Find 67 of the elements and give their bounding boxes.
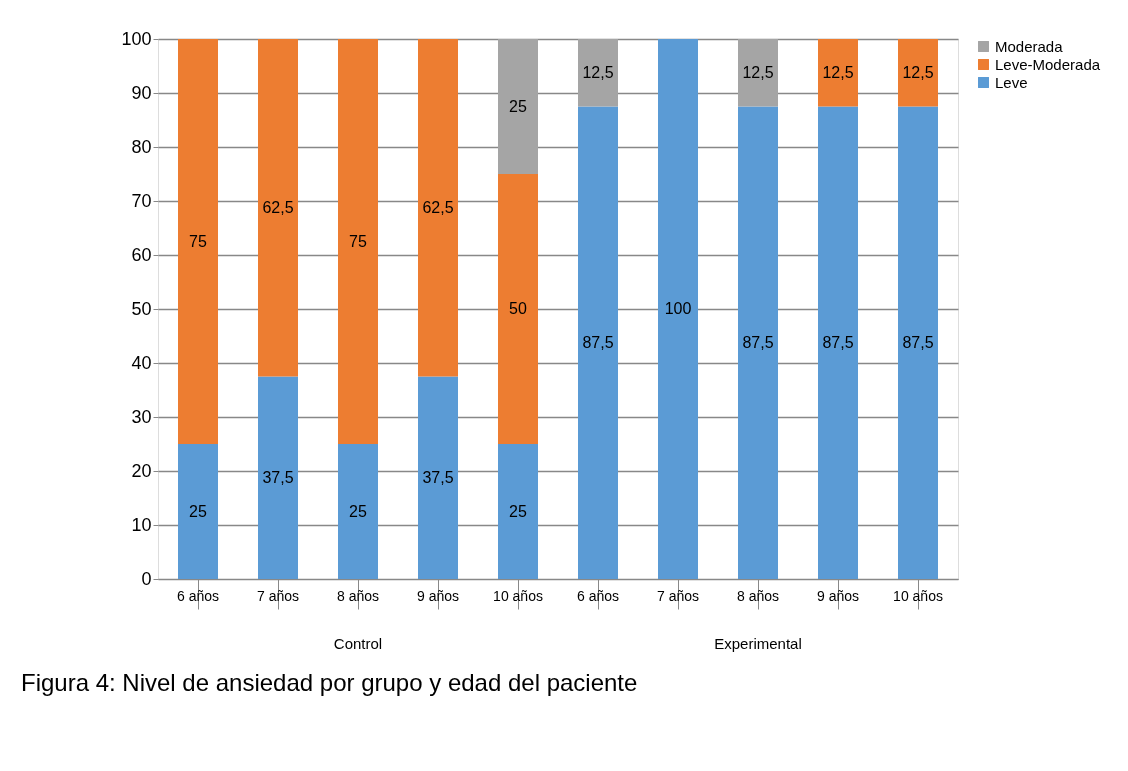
bar (498, 174, 538, 444)
bar (818, 39, 858, 107)
data-label: 87,5 (902, 333, 934, 351)
bar (178, 444, 218, 579)
data-label: 25 (509, 97, 527, 115)
data-label: 12,5 (902, 63, 934, 81)
x-tick-label: 6 años (576, 587, 620, 604)
text: Figura 4: Nivel de ansiedad por grupo y edad del paciente (20, 669, 638, 696)
data-label: 12,5 (742, 63, 774, 81)
y-tick-label: 30 (131, 406, 152, 427)
bar (658, 39, 698, 579)
y-tick-label: 90 (131, 82, 152, 103)
x-tick-label: 10 años (893, 587, 943, 604)
x-tick-label: 9 años (416, 587, 460, 604)
bar (258, 376, 298, 579)
data-label: 75 (349, 232, 367, 250)
y-tick-label: 70 (131, 190, 152, 211)
data-label: 25 (509, 502, 527, 520)
data-label: 37,5 (262, 468, 294, 486)
bar (898, 39, 938, 107)
bar (578, 106, 618, 579)
legend-label: Leve-Moderada (995, 55, 1101, 73)
data-label: 100 (664, 300, 692, 317)
x-tick-label: 9 años (816, 587, 860, 604)
y-tick-label: 100 (121, 28, 152, 49)
data-label: 12,5 (822, 63, 854, 81)
bar (258, 39, 298, 377)
bar (338, 39, 378, 444)
legend-label: Moderada (995, 37, 1064, 55)
x-tick-label: 7 años (656, 587, 700, 604)
bar (738, 39, 778, 107)
x-tick-label: 7 años (256, 587, 300, 604)
bar (898, 106, 938, 579)
data-label: 87,5 (742, 333, 774, 351)
bar (498, 444, 538, 579)
y-tick-label: 60 (131, 244, 152, 265)
data-label: 87,5 (582, 333, 614, 351)
bar (418, 39, 458, 377)
legend-label: Leve (995, 73, 1028, 91)
data-label: 50 (509, 300, 527, 317)
bar (178, 39, 218, 444)
x-tick-label: 6 años (176, 587, 220, 604)
x-tick-label: 8 años (736, 587, 780, 604)
x-tick-label: 8 años (336, 587, 380, 604)
y-tick-label: 40 (131, 352, 152, 373)
y-tick-label: 80 (131, 136, 152, 157)
data-label: 75 (189, 232, 207, 250)
data-label: 25 (349, 502, 367, 520)
bar (418, 376, 458, 579)
data-label: 62,5 (262, 198, 294, 216)
bar (818, 106, 858, 579)
x-tick-label: 10 años (493, 587, 543, 604)
bar (498, 39, 538, 174)
y-tick-label: 20 (131, 460, 152, 481)
bar (578, 39, 618, 107)
y-tick-label: 50 (131, 298, 152, 319)
y-tick-label: 10 (131, 514, 152, 535)
data-label: 37,5 (422, 468, 454, 486)
y-tick-label: 0 (141, 568, 152, 589)
text: Control (333, 635, 383, 652)
data-label: 12,5 (582, 63, 614, 81)
data-label: 62,5 (422, 198, 454, 216)
bar (338, 444, 378, 579)
data-label: 87,5 (822, 333, 854, 351)
data-label: 25 (189, 502, 207, 520)
bar (738, 106, 778, 579)
text: Experimental (714, 635, 802, 652)
